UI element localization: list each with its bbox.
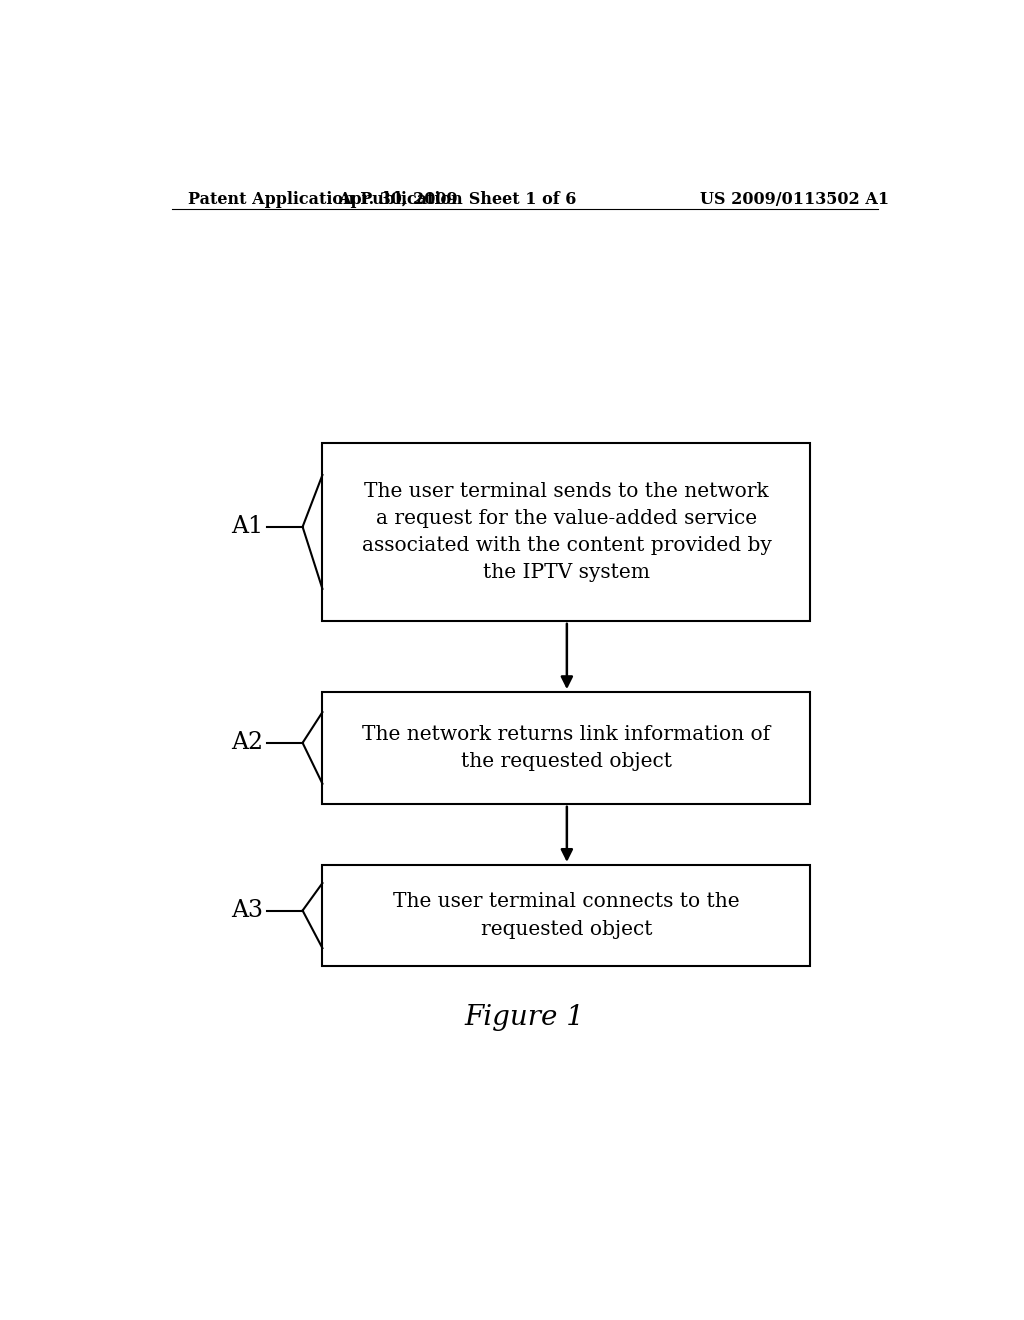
- Text: US 2009/0113502 A1: US 2009/0113502 A1: [700, 190, 889, 207]
- Text: A1: A1: [231, 515, 263, 539]
- Text: The user terminal connects to the
requested object: The user terminal connects to the reques…: [393, 892, 739, 939]
- Text: The network returns link information of
the requested object: The network returns link information of …: [362, 725, 770, 771]
- Bar: [323, 444, 811, 620]
- Bar: [323, 865, 811, 966]
- Text: Figure 1: Figure 1: [465, 1003, 585, 1031]
- Text: A2: A2: [231, 731, 263, 754]
- Text: Apr. 30, 2009  Sheet 1 of 6: Apr. 30, 2009 Sheet 1 of 6: [338, 190, 577, 207]
- Text: The user terminal sends to the network
a request for the value-added service
ass: The user terminal sends to the network a…: [361, 482, 771, 582]
- Text: A3: A3: [231, 899, 263, 923]
- Bar: [323, 692, 811, 804]
- Text: Patent Application Publication: Patent Application Publication: [187, 190, 462, 207]
